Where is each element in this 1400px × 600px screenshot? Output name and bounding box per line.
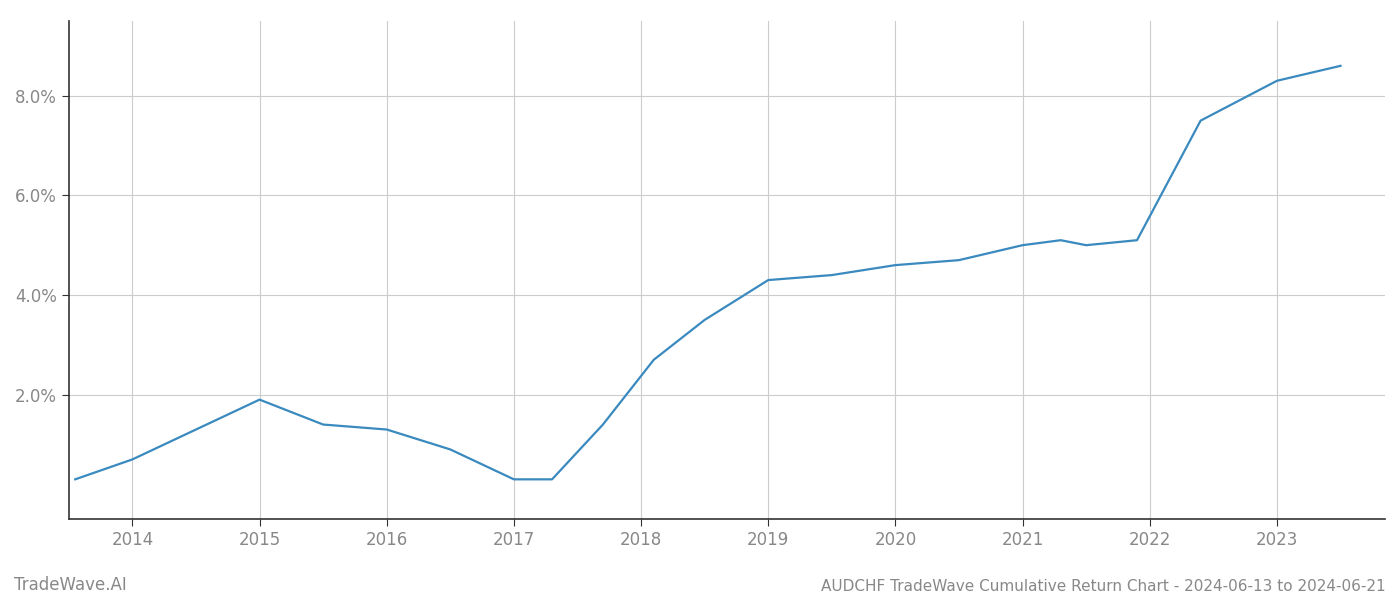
Text: AUDCHF TradeWave Cumulative Return Chart - 2024-06-13 to 2024-06-21: AUDCHF TradeWave Cumulative Return Chart…: [822, 579, 1386, 594]
Text: TradeWave.AI: TradeWave.AI: [14, 576, 127, 594]
